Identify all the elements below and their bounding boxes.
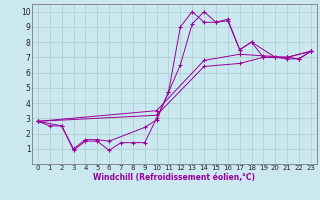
- X-axis label: Windchill (Refroidissement éolien,°C): Windchill (Refroidissement éolien,°C): [93, 173, 255, 182]
